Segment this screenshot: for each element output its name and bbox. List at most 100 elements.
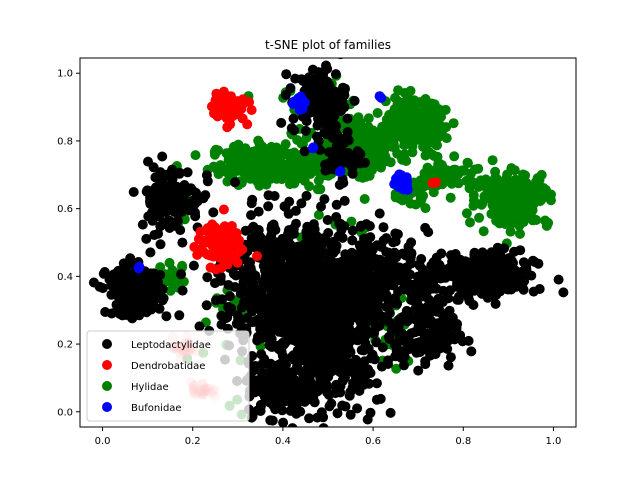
point-leptodactylidae	[318, 317, 328, 328]
point-hylidae	[426, 98, 437, 109]
point-leptodactylidae	[349, 95, 360, 106]
point-leptodactylidae	[176, 269, 187, 280]
point-leptodactylidae	[390, 351, 401, 362]
point-leptodactylidae	[331, 327, 342, 338]
point-leptodactylidae	[309, 362, 320, 373]
point-leptodactylidae	[301, 190, 312, 201]
point-leptodactylidae	[157, 151, 168, 162]
point-leptodactylidae	[172, 196, 183, 207]
point-hylidae	[261, 148, 272, 159]
point-bufonidae	[294, 104, 305, 115]
point-hylidae	[435, 130, 446, 141]
point-leptodactylidae	[182, 167, 193, 178]
point-leptodactylidae	[299, 146, 310, 157]
point-dendrobatidae	[205, 262, 216, 273]
point-leptodactylidae	[322, 215, 333, 225]
point-leptodactylidae	[495, 280, 506, 291]
point-leptodactylidae	[344, 390, 355, 401]
point-leptodactylidae	[286, 123, 297, 134]
point-leptodactylidae	[161, 311, 172, 322]
point-leptodactylidae	[329, 340, 340, 351]
point-hylidae	[479, 191, 490, 202]
point-hylidae	[392, 99, 403, 110]
point-leptodactylidae	[129, 280, 140, 291]
point-leptodactylidae	[167, 174, 178, 185]
point-hylidae	[468, 195, 479, 206]
point-leptodactylidae	[117, 302, 128, 313]
point-hylidae	[313, 209, 324, 220]
point-leptodactylidae	[420, 222, 431, 233]
point-hylidae	[167, 279, 178, 289]
point-leptodactylidae	[334, 363, 344, 374]
point-leptodactylidae	[326, 89, 337, 99]
point-hylidae	[434, 104, 445, 115]
point-leptodactylidae	[312, 131, 322, 142]
point-dendrobatidae	[224, 96, 234, 107]
point-leptodactylidae	[235, 288, 246, 299]
point-leptodactylidae	[437, 297, 448, 308]
point-hylidae	[407, 141, 418, 152]
point-dendrobatidae	[222, 122, 233, 133]
point-leptodactylidae	[321, 129, 332, 140]
point-hylidae	[465, 168, 476, 179]
point-hylidae	[410, 199, 421, 210]
point-leptodactylidae	[388, 272, 399, 283]
point-leptodactylidae	[251, 376, 262, 387]
point-hylidae	[226, 155, 237, 166]
point-leptodactylidae	[335, 154, 346, 164]
point-leptodactylidae	[146, 304, 157, 315]
point-leptodactylidae	[494, 258, 505, 268]
point-leptodactylidae	[464, 296, 475, 306]
point-leptodactylidae	[230, 282, 240, 292]
legend-marker-leptodactylidae	[102, 339, 112, 349]
point-hylidae	[359, 194, 370, 204]
point-hylidae	[540, 215, 551, 226]
point-leptodactylidae	[343, 135, 354, 146]
point-leptodactylidae	[97, 283, 108, 294]
point-hylidae	[440, 165, 451, 176]
point-leptodactylidae	[169, 220, 180, 231]
point-leptodactylidae	[315, 279, 326, 289]
point-leptodactylidae	[359, 333, 369, 344]
point-leptodactylidae	[272, 388, 282, 399]
point-hylidae	[399, 149, 410, 160]
point-dendrobatidae	[208, 251, 219, 262]
point-hylidae	[398, 132, 409, 143]
point-leptodactylidae	[486, 262, 497, 272]
point-leptodactylidae	[347, 235, 358, 246]
point-leptodactylidae	[263, 190, 274, 201]
point-leptodactylidae	[517, 278, 527, 289]
point-leptodactylidae	[336, 224, 347, 235]
point-leptodactylidae	[464, 269, 475, 280]
point-leptodactylidae	[453, 294, 464, 305]
point-leptodactylidae	[260, 368, 270, 379]
y-tick-label: 0.2	[57, 340, 73, 351]
point-leptodactylidae	[258, 333, 268, 343]
point-leptodactylidae	[260, 256, 271, 267]
point-dendrobatidae	[252, 251, 262, 262]
point-leptodactylidae	[340, 288, 351, 299]
point-dendrobatidae	[193, 234, 204, 244]
point-leptodactylidae	[430, 322, 441, 333]
point-leptodactylidae	[406, 248, 417, 259]
point-hylidae	[363, 113, 374, 124]
point-leptodactylidae	[347, 162, 358, 173]
point-leptodactylidae	[303, 354, 313, 365]
point-hylidae	[190, 150, 201, 161]
point-hylidae	[428, 187, 439, 198]
point-leptodactylidae	[224, 291, 235, 302]
point-leptodactylidae	[321, 60, 331, 71]
point-leptodactylidae	[324, 286, 335, 297]
point-leptodactylidae	[506, 255, 517, 266]
point-leptodactylidae	[106, 275, 117, 286]
point-leptodactylidae	[358, 379, 369, 390]
point-hylidae	[520, 187, 531, 197]
point-leptodactylidae	[330, 69, 341, 80]
y-tick-label: 0.6	[57, 204, 73, 215]
point-hylidae	[291, 153, 302, 164]
point-dendrobatidae	[215, 251, 226, 262]
point-hylidae	[364, 170, 375, 181]
point-hylidae	[391, 363, 402, 374]
point-leptodactylidae	[263, 201, 274, 212]
point-bufonidae	[134, 261, 145, 272]
